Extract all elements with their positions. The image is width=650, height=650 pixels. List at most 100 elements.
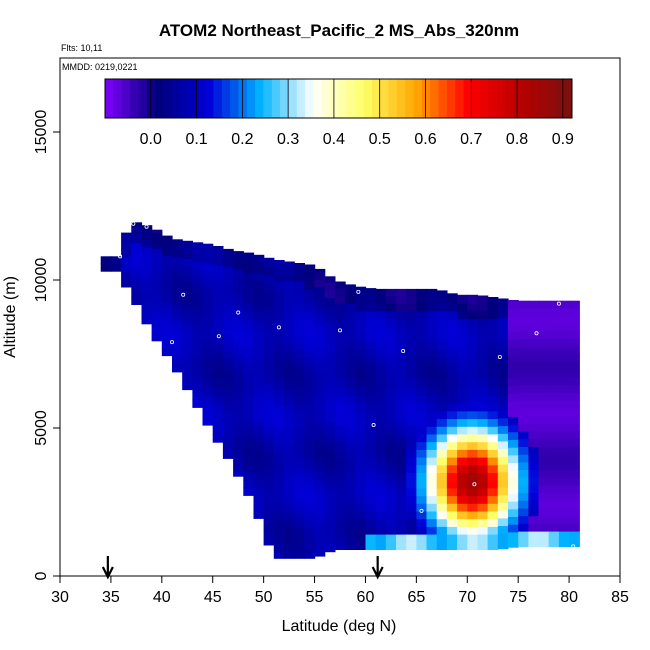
- heatmap-cell: [497, 340, 509, 350]
- x-tick-label: 80: [560, 589, 578, 606]
- heatmap-cell: [487, 449, 499, 458]
- heatmap-cell: [538, 323, 550, 332]
- heatmap-cell: [365, 357, 377, 366]
- colorbar-swatch: [105, 79, 114, 118]
- heatmap-cell: [365, 318, 377, 327]
- heatmap-cell: [558, 446, 570, 455]
- heatmap-cell: [477, 433, 489, 443]
- heatmap-cell: [457, 310, 468, 320]
- heatmap-cell: [263, 337, 275, 346]
- heatmap-cell: [334, 526, 346, 535]
- heatmap-cell: [487, 433, 499, 443]
- heatmap-cell: [273, 435, 285, 444]
- heatmap-cell: [243, 326, 255, 335]
- heatmap-cell: [446, 303, 458, 312]
- colorbar-swatch: [305, 79, 314, 118]
- heatmap-cell: [284, 296, 295, 305]
- heatmap-cell: [467, 380, 479, 389]
- heatmap-cell: [457, 503, 468, 512]
- heatmap-cell: [416, 318, 428, 327]
- heatmap-cell: [182, 297, 193, 306]
- heatmap-cell: [385, 387, 397, 396]
- colorbar-swatch: [488, 79, 498, 118]
- heatmap-cell: [304, 373, 316, 382]
- heatmap-cell: [457, 333, 468, 343]
- colorbar-swatch: [246, 79, 256, 118]
- heatmap-cell: [416, 357, 428, 366]
- heatmap-cell: [243, 287, 255, 296]
- heatmap-cell: [375, 349, 387, 358]
- heatmap-cell: [558, 392, 570, 401]
- heatmap-cell: [182, 351, 193, 360]
- heatmap-cell: [569, 492, 580, 501]
- heatmap-cell: [233, 383, 244, 392]
- heatmap-cell: [233, 468, 244, 477]
- heatmap-cell: [538, 431, 550, 440]
- heatmap-cell: [151, 302, 163, 311]
- heatmap-cell: [518, 477, 529, 486]
- heatmap-cell: [151, 271, 163, 280]
- heatmap-cell: [375, 464, 387, 473]
- heatmap-cell: [263, 452, 275, 461]
- heatmap-cell: [436, 372, 448, 381]
- heatmap-cell: [558, 307, 570, 317]
- heatmap-cell: [558, 384, 570, 394]
- heatmap-cell: [121, 256, 132, 265]
- heatmap-cell: [151, 263, 163, 272]
- heatmap-cell: [141, 308, 153, 317]
- x-tick-label: 60: [357, 589, 375, 606]
- heatmap-cell: [508, 516, 519, 525]
- heatmap-cell: [569, 500, 580, 509]
- heatmap-cell: [446, 441, 458, 450]
- heatmap-cell: [365, 526, 377, 535]
- sample-point: [181, 292, 186, 297]
- colorbar-swatch: [480, 79, 490, 118]
- heatmap-cell: [263, 414, 275, 423]
- heatmap-cell: [375, 372, 387, 381]
- heatmap-cell: [477, 295, 489, 304]
- heatmap-cell: [243, 479, 255, 489]
- heatmap-cell: [477, 503, 489, 512]
- heatmap-cell: [263, 283, 275, 292]
- heatmap-cell: [222, 327, 234, 336]
- heatmap-cell: [416, 510, 428, 520]
- heatmap-cell: [406, 288, 417, 296]
- heatmap-cell: [375, 303, 387, 312]
- heatmap-cell: [416, 333, 428, 343]
- colorbar-swatch: [405, 79, 414, 118]
- heatmap-cell: [558, 531, 570, 540]
- heatmap-cell: [355, 441, 367, 450]
- heatmap-cell: [304, 489, 316, 498]
- heatmap-cell: [487, 380, 499, 389]
- heatmap-cell: [172, 348, 183, 357]
- heatmap-cell: [345, 284, 356, 289]
- heatmap-cell: [518, 346, 529, 355]
- heatmap-cell: [436, 541, 448, 550]
- heatmap-cell: [518, 315, 529, 324]
- heatmap-cell: [212, 342, 224, 351]
- heatmap-cell: [233, 329, 244, 339]
- heatmap-cell: [548, 330, 560, 340]
- heatmap-cell: [477, 303, 489, 312]
- heatmap-cell: [426, 503, 438, 512]
- heatmap-cell: [294, 435, 305, 444]
- heatmap-cell: [538, 531, 550, 540]
- heatmap-cell: [426, 318, 438, 327]
- heatmap-cell: [446, 310, 458, 320]
- heatmap-cell: [294, 358, 305, 367]
- heatmap-cell: [182, 320, 193, 329]
- heatmap-cell: [508, 416, 519, 425]
- heatmap-cell: [528, 323, 540, 332]
- heatmap-cell: [467, 318, 479, 327]
- heatmap-cell: [569, 469, 580, 478]
- heatmap-cell: [141, 277, 153, 286]
- heatmap-cell: [385, 318, 397, 327]
- heatmap-cell: [497, 487, 509, 496]
- heatmap-cell: [558, 492, 570, 501]
- heatmap-cell: [375, 487, 387, 497]
- heatmap-cell: [487, 297, 499, 304]
- heatmap-cell: [426, 372, 438, 381]
- heatmap-cell: [253, 349, 265, 358]
- heatmap-cell: [497, 440, 509, 450]
- heatmap-cell: [528, 446, 540, 455]
